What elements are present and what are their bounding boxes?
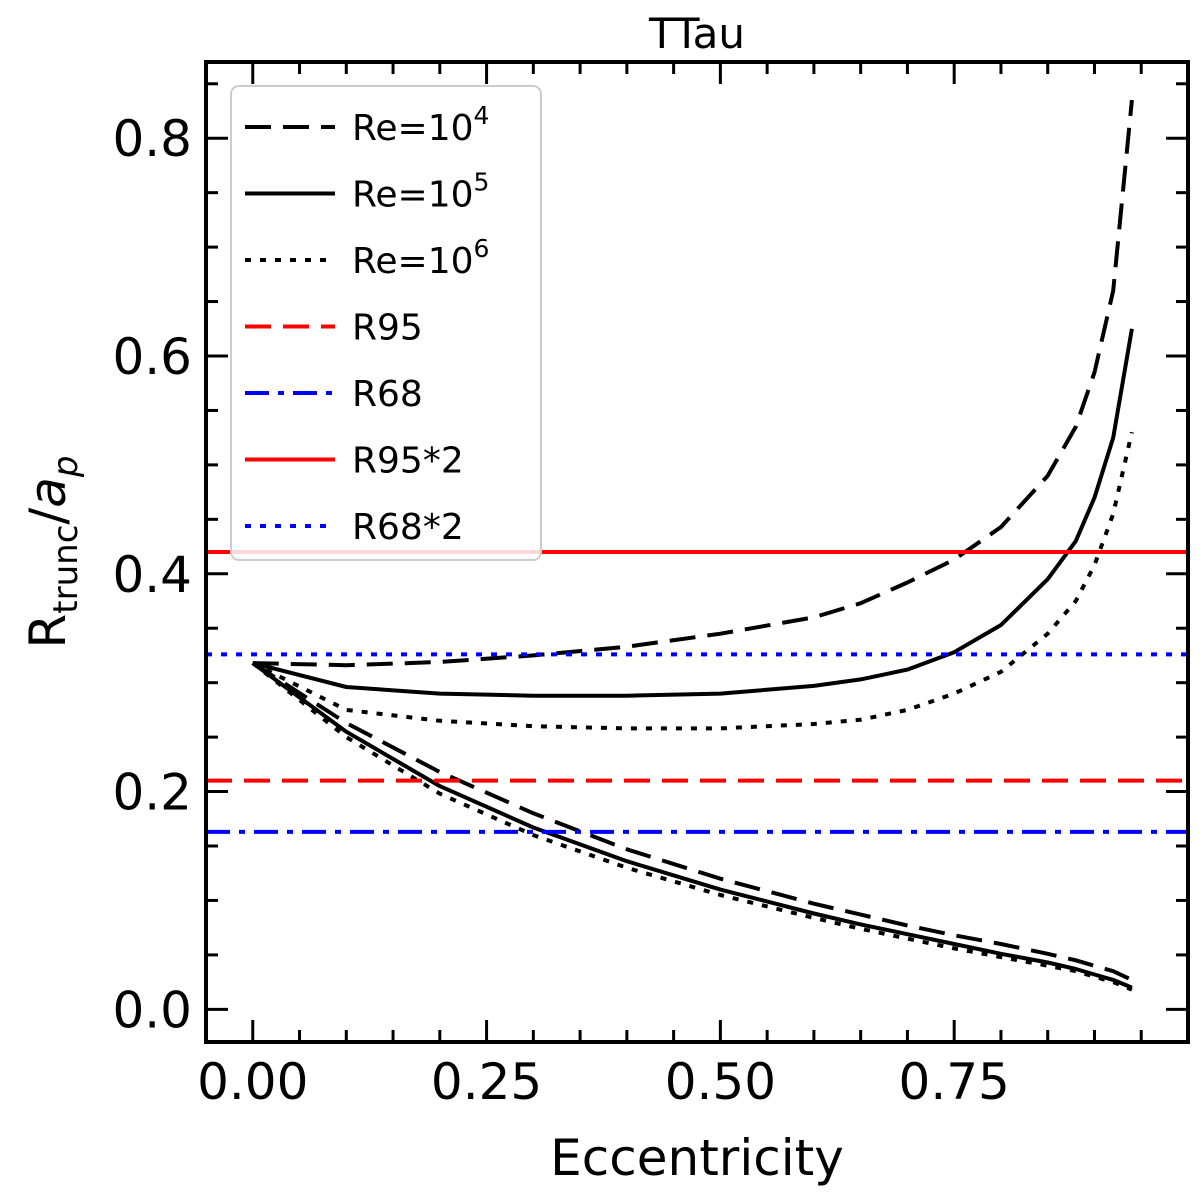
chart-title: TTau bbox=[648, 9, 745, 58]
legend-label: R68*2 bbox=[352, 507, 464, 548]
series-curve-re-5-lower bbox=[251, 661, 1133, 990]
y-tick-label: 0.2 bbox=[112, 764, 192, 822]
legend-label: R95*2 bbox=[352, 441, 464, 482]
series-curve-re-5-upper bbox=[252, 328, 1134, 698]
y-axis-label-sep: / bbox=[19, 508, 77, 525]
series-curve-re-4-lower bbox=[251, 661, 1133, 982]
legend-box bbox=[230, 85, 542, 561]
axis-tick-labels: 0.00 0.25 0.50 0.75 0.0 0.2 0.4 0.6 0.8 bbox=[112, 110, 1009, 1111]
plot-area bbox=[206, 99, 1188, 992]
series-curve-re-4-upper bbox=[252, 99, 1134, 668]
legend-label: Re=105 bbox=[352, 168, 489, 216]
series-curve-re-6-lower bbox=[251, 661, 1133, 992]
y-tick-label: 0.0 bbox=[112, 981, 192, 1039]
x-axis-label: Eccentricity bbox=[550, 1129, 844, 1187]
legend-label: R95 bbox=[352, 308, 423, 349]
legend-label: Re=106 bbox=[352, 234, 489, 282]
y-axis-label-italic-sub: p bbox=[46, 456, 86, 479]
y-axis-label-main: R bbox=[19, 614, 77, 649]
legend-label: R68 bbox=[352, 374, 423, 415]
x-tick-label: 0.75 bbox=[899, 1053, 1010, 1111]
y-tick-label: 0.4 bbox=[112, 546, 192, 604]
series-curve-re-6-upper bbox=[251, 431, 1134, 731]
x-tick-label: 0.25 bbox=[431, 1053, 542, 1111]
x-tick-label: 0.00 bbox=[197, 1053, 308, 1111]
plot-frame bbox=[204, 60, 1190, 1044]
y-axis-label: Rtrunc/ap bbox=[19, 456, 86, 649]
x-tick-label: 0.50 bbox=[665, 1053, 776, 1111]
y-axis-label-sub: trunc bbox=[46, 525, 86, 614]
legend: Re=104 Re=105 Re=106 R95 R68 R95*2 R68*2 bbox=[230, 85, 542, 561]
y-tick-label: 0.8 bbox=[112, 110, 192, 168]
y-tick-label: 0.6 bbox=[112, 328, 192, 386]
y-axis-label-italic: a bbox=[19, 477, 77, 508]
legend-label: Re=104 bbox=[352, 101, 489, 149]
